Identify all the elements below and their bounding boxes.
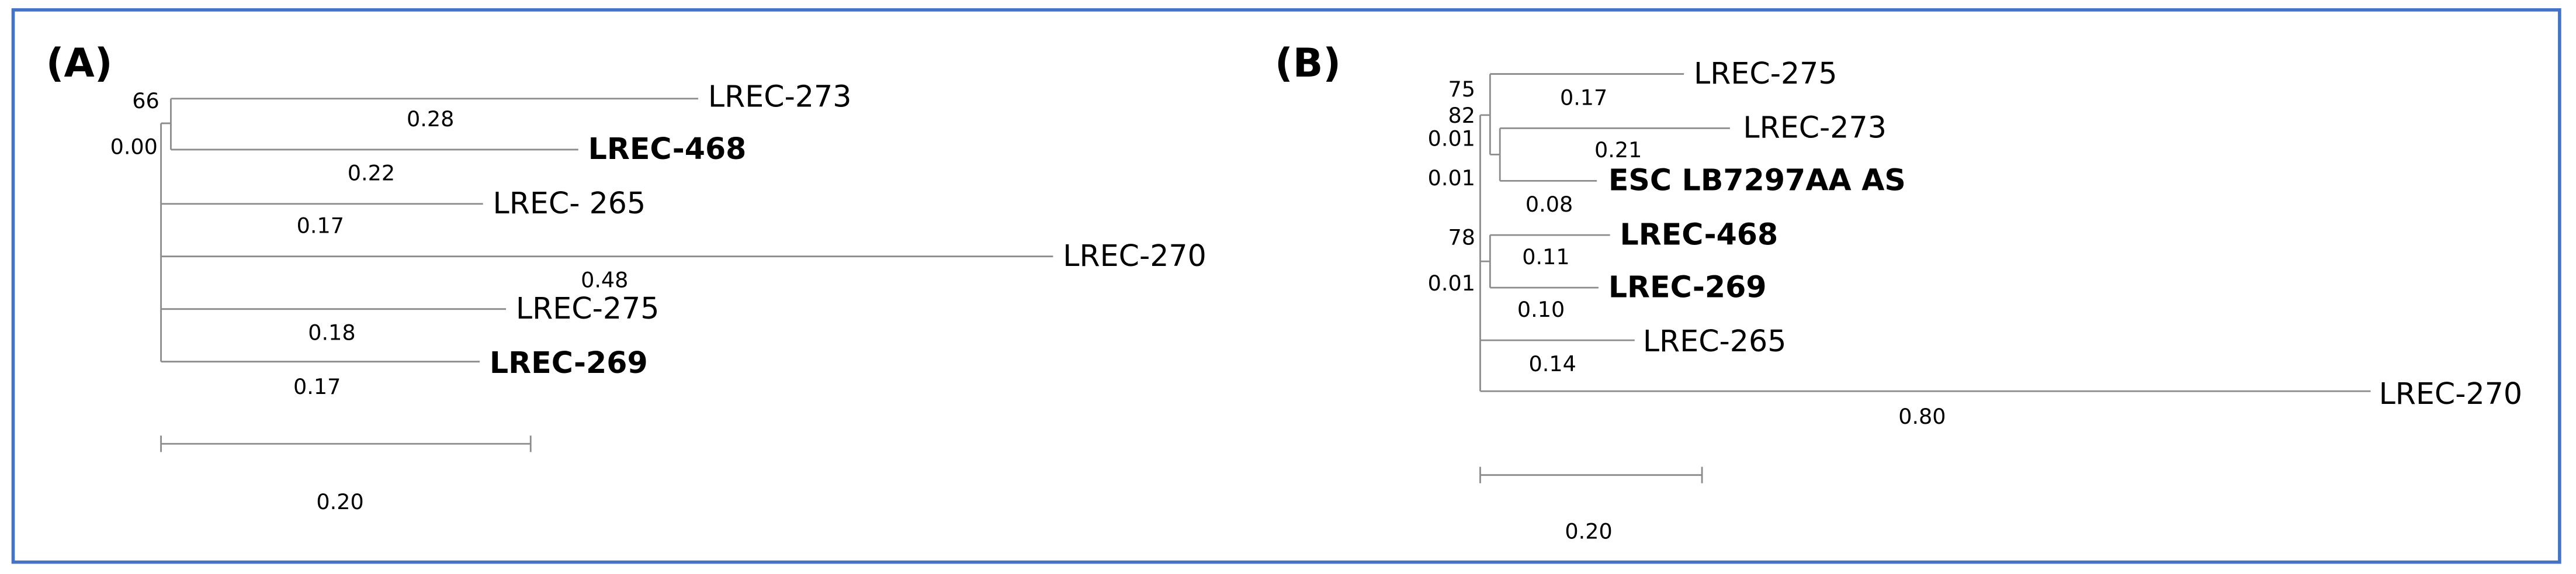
leaf-label: LREC-273: [1743, 110, 1887, 145]
branch-length: 0.48: [581, 267, 628, 292]
node-label: 0.00: [110, 134, 158, 160]
node-label: 66: [132, 88, 160, 113]
leaf-label: LREC-468: [1620, 217, 1778, 251]
node-label: 78: [1448, 224, 1476, 250]
leaf-label: LREC-265: [1643, 324, 1787, 358]
branch-length: 0.80: [1898, 404, 1946, 429]
branch-length: 0.22: [348, 161, 395, 186]
branch-length: 0.17: [293, 374, 341, 399]
leaf-label: ESC LB7297AA AS: [1608, 163, 1906, 198]
leaf-label: LREC-275: [516, 291, 660, 326]
scale-label: 0.20: [316, 489, 363, 514]
node-label: 0.01: [1428, 165, 1475, 191]
leaf-label: LREC-468: [588, 132, 747, 166]
leaf-label: LREC-270: [1063, 238, 1206, 273]
branch-length: 0.08: [1526, 192, 1573, 217]
tree-b: [1479, 73, 2371, 483]
node-label: 82: [1448, 103, 1476, 128]
scale-label: 0.20: [1565, 519, 1612, 544]
leaf-label: LREC-275: [1694, 56, 1837, 91]
panel-label: (A): [46, 40, 113, 86]
leaf-label: LREC-269: [1608, 269, 1767, 304]
branch-length: 0.14: [1529, 351, 1576, 376]
branch-length: 0.21: [1594, 137, 1642, 162]
node-label: 0.01: [1428, 126, 1475, 151]
branch-length: 0.18: [308, 320, 355, 345]
node-label: 75: [1448, 77, 1476, 102]
tree-a: [160, 98, 1053, 452]
node-label: 0.01: [1428, 271, 1475, 296]
branch-length: 0.10: [1517, 297, 1565, 322]
leaf-label: LREC- 265: [493, 186, 646, 220]
branch-length: 0.28: [407, 106, 454, 132]
branch-length: 0.11: [1522, 244, 1569, 269]
leaf-label: LREC-269: [490, 345, 648, 380]
frame: [11, 8, 2561, 564]
branch-length: 0.17: [1560, 85, 1607, 110]
leaf-label: LREC-273: [708, 79, 852, 113]
panel-label: (B): [1275, 40, 1341, 86]
branch-length: 0.17: [297, 213, 344, 238]
leaf-label: LREC-270: [2379, 376, 2523, 411]
